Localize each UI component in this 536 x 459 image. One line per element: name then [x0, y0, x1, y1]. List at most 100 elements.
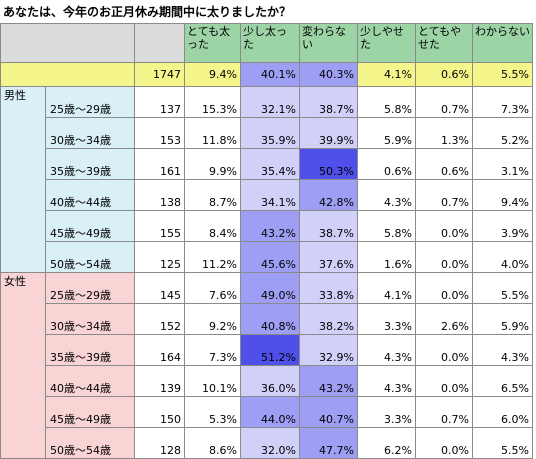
percentage-value: 35.4% — [240, 148, 300, 180]
total-value: 0.6% — [415, 62, 473, 87]
percentage-value: 9.9% — [184, 148, 241, 180]
percentage-value: 4.3% — [472, 334, 533, 366]
percentage-value: 0.0% — [415, 210, 473, 242]
percentage-value: 0.6% — [415, 148, 473, 180]
percentage-value: 5.2% — [472, 117, 533, 149]
percentage-value: 15.3% — [184, 86, 241, 118]
percentage-value: 10.1% — [184, 365, 241, 397]
gender-label: 女性 — [0, 272, 46, 459]
table-row: 35歳〜39歳 164 7.3% 51.2% 32.9% 4.3% 0.0% 4.3% — [1, 334, 533, 366]
percentage-value: 42.8% — [299, 179, 358, 211]
total-row: 1747 9.4% 40.1% 40.3% 4.1% 0.6% 5.5% — [0, 62, 533, 87]
age-range-label: 45歳〜49歳 — [45, 210, 135, 242]
percentage-value: 40.7% — [299, 396, 358, 428]
respondent-count: 153 — [134, 117, 185, 149]
percentage-value: 0.6% — [357, 148, 416, 180]
percentage-value: 40.8% — [240, 303, 300, 335]
table-row: 男性 25歳〜29歳 137 15.3% 32.1% 38.7% 5.8% 0.7% 7.3% — [0, 86, 533, 273]
percentage-value: 43.2% — [299, 365, 358, 397]
percentage-value: 36.0% — [240, 365, 300, 397]
percentage-value: 5.9% — [357, 117, 416, 149]
blank-header-cell — [134, 23, 185, 63]
percentage-value: 0.0% — [415, 427, 473, 459]
respondent-count: 145 — [134, 272, 185, 304]
respondent-count: 155 — [134, 210, 185, 242]
percentage-value: 7.6% — [184, 272, 241, 304]
percentage-value: 4.3% — [357, 365, 416, 397]
header-row: とても太った 少し太った 変わらない 少しやせた とてもやせた わからない — [0, 23, 533, 63]
percentage-value: 3.1% — [472, 148, 533, 180]
age-range-label: 40歳〜44歳 — [45, 179, 135, 211]
percentage-value: 5.8% — [357, 86, 416, 118]
total-value: 40.3% — [299, 62, 358, 87]
percentage-value: 5.5% — [472, 272, 533, 304]
age-range-label: 50歳〜54歳 — [45, 427, 135, 459]
survey-table: とても太った 少し太った 変わらない 少しやせた とてもやせた わからない 1747 9.4%… — [0, 23, 533, 459]
age-range-label: 50歳〜54歳 — [45, 241, 135, 273]
column-header: とても太った — [184, 23, 241, 63]
table-row: 30歳〜34歳 152 9.2% 40.8% 38.2% 3.3% 2.6% 5.9% — [1, 303, 533, 335]
column-header: わからない — [472, 23, 533, 63]
percentage-value: 8.4% — [184, 210, 241, 242]
percentage-value: 9.2% — [184, 303, 241, 335]
percentage-value: 0.7% — [415, 396, 473, 428]
age-range-label: 30歳〜34歳 — [45, 117, 135, 149]
percentage-value: 33.8% — [299, 272, 358, 304]
total-value: 5.5% — [472, 62, 533, 87]
respondent-count: 138 — [134, 179, 185, 211]
total-count: 1747 — [134, 62, 185, 87]
table-row: 35歳〜39歳 161 9.9% 35.4% 50.3% 0.6% 0.6% 3.1% — [1, 148, 533, 180]
percentage-value: 47.7% — [299, 427, 358, 459]
respondent-count: 128 — [134, 427, 185, 459]
percentage-value: 4.0% — [472, 241, 533, 273]
table-row: 女性 25歳〜29歳 145 7.6% 49.0% 33.8% 4.1% 0.0% 5.5% — [0, 272, 533, 459]
percentage-value: 7.3% — [472, 86, 533, 118]
total-label-cell — [0, 62, 135, 87]
percentage-value: 6.0% — [472, 396, 533, 428]
percentage-value: 8.7% — [184, 179, 241, 211]
percentage-value: 38.7% — [299, 86, 358, 118]
percentage-value: 4.1% — [357, 272, 416, 304]
percentage-value: 5.8% — [357, 210, 416, 242]
percentage-value: 0.0% — [415, 241, 473, 273]
percentage-value: 43.2% — [240, 210, 300, 242]
respondent-count: 139 — [134, 365, 185, 397]
percentage-value: 44.0% — [240, 396, 300, 428]
percentage-value: 4.3% — [357, 334, 416, 366]
table-row: 50歳〜54歳 125 11.2% 45.6% 37.6% 1.6% 0.0% 4.0% — [1, 241, 533, 273]
total-value: 4.1% — [357, 62, 416, 87]
table-row: 30歳〜34歳 153 11.8% 35.9% 39.9% 5.9% 1.3% 5.2% — [1, 117, 533, 149]
percentage-value: 39.9% — [299, 117, 358, 149]
respondent-count: 164 — [134, 334, 185, 366]
percentage-value: 8.6% — [184, 427, 241, 459]
column-header: とてもやせた — [415, 23, 473, 63]
percentage-value: 0.7% — [415, 86, 473, 118]
percentage-value: 4.3% — [357, 179, 416, 211]
percentage-value: 32.9% — [299, 334, 358, 366]
respondent-count: 137 — [134, 86, 185, 118]
blank-header-cell — [0, 23, 135, 63]
page-title: あなたは、今年のお正月休み期間中に太りましたか？ — [3, 5, 292, 19]
respondent-count: 150 — [134, 396, 185, 428]
percentage-value: 3.3% — [357, 303, 416, 335]
percentage-value: 49.0% — [240, 272, 300, 304]
percentage-value: 38.2% — [299, 303, 358, 335]
age-range-label: 35歳〜39歳 — [45, 334, 135, 366]
table-row: 45歳〜49歳 155 8.4% 43.2% 38.7% 5.8% 0.0% 3.9% — [1, 210, 533, 242]
percentage-value: 0.7% — [415, 179, 473, 211]
table-row: 50歳〜54歳 128 8.6% 32.0% 47.7% 6.2% 0.0% 5.5% — [1, 427, 533, 459]
percentage-value: 6.5% — [472, 365, 533, 397]
table-row: 40歳〜44歳 138 8.7% 34.1% 42.8% 4.3% 0.7% 9.4% — [1, 179, 533, 211]
total-value: 40.1% — [240, 62, 300, 87]
table-row: 40歳〜44歳 139 10.1% 36.0% 43.2% 4.3% 0.0% 6.5% — [1, 365, 533, 397]
percentage-value: 38.7% — [299, 210, 358, 242]
percentage-value: 2.6% — [415, 303, 473, 335]
percentage-value: 11.2% — [184, 241, 241, 273]
percentage-value: 35.9% — [240, 117, 300, 149]
total-value: 9.4% — [184, 62, 241, 87]
percentage-value: 0.0% — [415, 272, 473, 304]
percentage-value: 11.8% — [184, 117, 241, 149]
column-header: 少しやせた — [357, 23, 416, 63]
percentage-value: 3.9% — [472, 210, 533, 242]
column-header: 変わらない — [299, 23, 358, 63]
